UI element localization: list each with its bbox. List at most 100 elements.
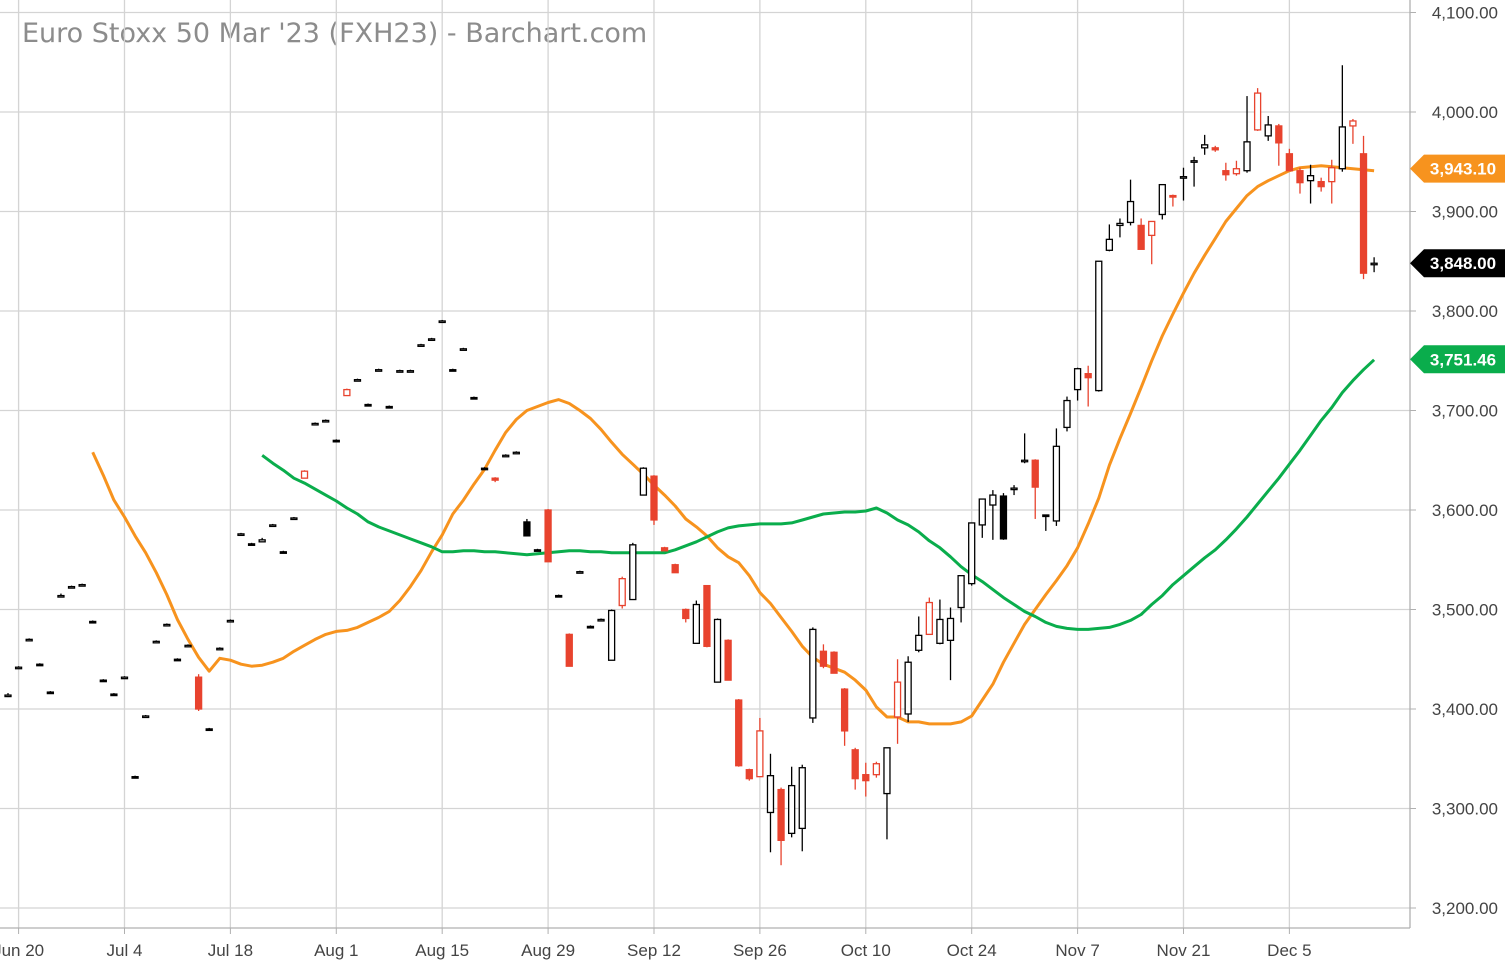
x-tick-label: Aug 15 — [415, 941, 469, 960]
y-tick-label: 3,200.00 — [1432, 899, 1498, 918]
candle-body — [67, 585, 76, 589]
candle-body — [650, 475, 658, 521]
candle-body — [735, 699, 743, 767]
candle-body — [809, 628, 817, 719]
price-tag-last — [1410, 249, 1505, 278]
x-tick-label: Nov 21 — [1157, 941, 1211, 960]
candle-body — [1370, 262, 1378, 266]
candle-body — [247, 543, 256, 546]
x-tick-label: Jul 4 — [107, 941, 143, 960]
candle-body — [1095, 260, 1103, 392]
candle-body — [1063, 399, 1071, 429]
candle-body — [480, 467, 489, 471]
candle-body — [1275, 125, 1283, 144]
candle-body — [279, 551, 287, 554]
price-tag-label: 3,943.10 — [1430, 160, 1496, 179]
candle-body — [332, 439, 340, 443]
x-tick-label: Aug 1 — [314, 941, 358, 960]
candle-body — [671, 564, 679, 574]
candle-body — [639, 467, 648, 496]
candle-body — [110, 693, 118, 697]
candle-body — [226, 619, 235, 623]
candle-body — [904, 661, 912, 715]
candle-body — [893, 681, 902, 718]
candle-body — [1359, 153, 1368, 274]
candle-body — [1201, 144, 1209, 149]
y-tick-label: 3,900.00 — [1432, 203, 1498, 222]
candle-body — [364, 403, 372, 407]
candle-body — [533, 549, 542, 552]
candle-body — [120, 676, 129, 680]
candle-body — [777, 788, 785, 841]
candle-body — [597, 618, 605, 622]
candle-body — [915, 634, 923, 651]
candle-body — [1010, 487, 1018, 491]
candle-body — [25, 638, 33, 642]
candle-body — [576, 571, 584, 574]
y-tick-label: 4,000.00 — [1432, 103, 1498, 122]
candle-body — [14, 666, 23, 670]
candle-body — [660, 547, 669, 552]
y-tick-label: 3,800.00 — [1432, 302, 1498, 321]
candle-body — [46, 691, 55, 695]
candle-body — [374, 369, 383, 372]
candle-body — [830, 651, 838, 674]
candle-body — [1158, 183, 1166, 216]
candle-body — [968, 522, 976, 585]
candle-body — [163, 623, 171, 627]
candle-body — [798, 767, 806, 830]
candle-body — [1031, 459, 1039, 488]
x-tick-label: Oct 24 — [947, 941, 997, 960]
candle-body — [216, 647, 224, 651]
candle-body — [872, 763, 881, 776]
candle-body — [311, 422, 319, 426]
candle-body — [4, 694, 12, 698]
candle-body — [99, 679, 107, 683]
candle-body — [692, 603, 700, 644]
candle-body — [862, 774, 870, 782]
x-tick-label: Oct 10 — [841, 941, 891, 960]
candle-body — [131, 776, 139, 779]
candle-body — [523, 521, 531, 537]
y-tick-label: 4,100.00 — [1432, 4, 1498, 23]
candle-body — [1232, 168, 1241, 175]
candle-body — [459, 348, 468, 351]
x-tick-label: Sep 12 — [627, 941, 681, 960]
candle-body — [936, 618, 944, 644]
candle-body — [385, 405, 393, 409]
candle-body — [300, 470, 309, 479]
candle-body — [1338, 126, 1346, 170]
candle-body — [565, 633, 573, 667]
candle-body — [1169, 194, 1177, 198]
candle-body — [1222, 170, 1230, 176]
x-tick-label: Nov 7 — [1055, 941, 1099, 960]
candle-body — [1306, 175, 1315, 182]
candle-body — [766, 775, 775, 814]
candle-body — [1084, 373, 1092, 379]
candle-body — [417, 344, 425, 347]
candle-body — [184, 644, 192, 648]
candle-body — [173, 658, 182, 662]
candle-body — [946, 617, 955, 641]
candle-body — [682, 608, 690, 620]
candle-body — [851, 749, 859, 780]
candle-body — [607, 609, 616, 661]
x-tick-label: Aug 29 — [521, 941, 575, 960]
candle-body — [205, 728, 213, 732]
y-tick-label: 3,600.00 — [1432, 501, 1498, 520]
x-tick-label: Sep 26 — [733, 941, 787, 960]
candle-body — [396, 370, 404, 373]
candle-body — [322, 419, 330, 423]
candle-body — [1296, 170, 1304, 184]
candle-body — [290, 517, 298, 521]
candle-body — [449, 369, 457, 372]
candle-body — [406, 370, 415, 373]
candle-body — [1190, 160, 1198, 163]
candle-body — [1211, 147, 1219, 151]
candle-body — [353, 379, 362, 382]
candle-body — [1020, 459, 1029, 463]
series-line-ma-20 — [91, 164, 1375, 726]
candle-body — [1148, 220, 1156, 237]
